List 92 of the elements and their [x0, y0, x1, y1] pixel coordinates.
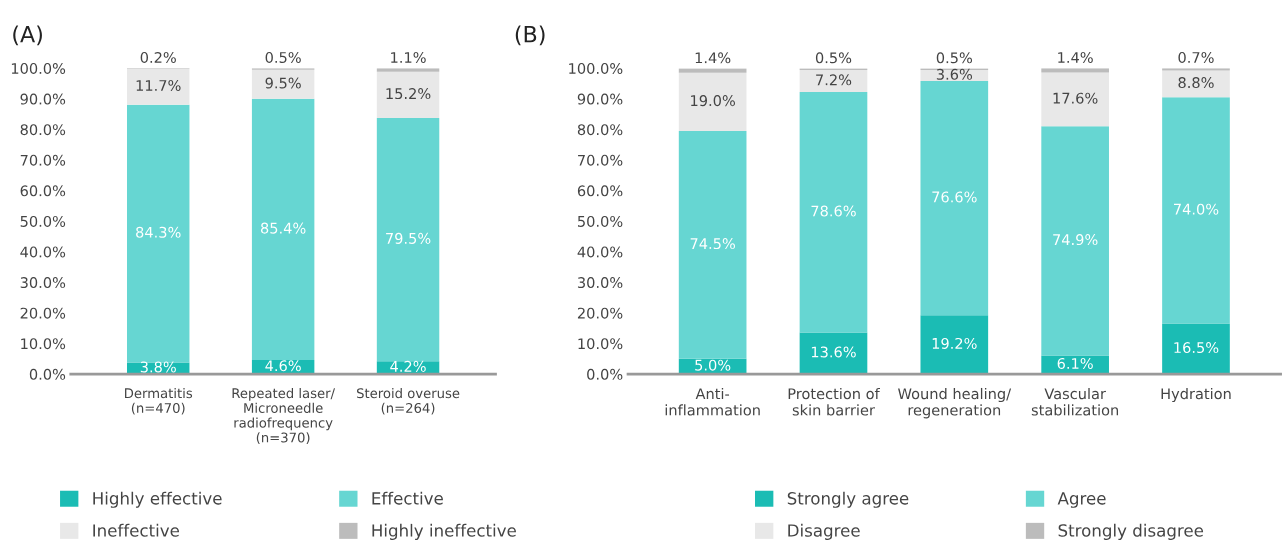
- y-tick-label: 90.0%: [577, 93, 623, 105]
- data-label: 19.2%: [932, 337, 977, 349]
- y-tick-label: 70.0%: [20, 154, 66, 166]
- data-label: 4.2%: [390, 360, 426, 372]
- data-label: 4.6%: [265, 360, 301, 372]
- legend-label: Effective: [372, 491, 443, 505]
- data-label: 74.9%: [1053, 234, 1098, 246]
- bar: [1162, 70, 1230, 98]
- bar: [251, 98, 315, 360]
- bar: [799, 332, 868, 375]
- y-tick-label: 90.0%: [20, 93, 66, 105]
- bar: [1041, 126, 1109, 356]
- data-label: 78.6%: [811, 205, 856, 217]
- legend-label: Ineffective: [93, 523, 179, 537]
- y-tick-label: 40.0%: [20, 246, 66, 258]
- x-tick-label: Repeated laser/ Microneedle radiofrequency (n=370): [232, 387, 336, 445]
- y-tick-label: 100.0%: [11, 62, 66, 75]
- x-tick-label: Hydration: [1161, 387, 1231, 403]
- legend-label: Highly effective: [93, 491, 222, 508]
- y-tick-label: 20.0%: [20, 307, 66, 319]
- y-tick-label: 0.0%: [29, 368, 66, 380]
- data-label: 19.0%: [691, 95, 735, 107]
- data-label: 17.6%: [1053, 92, 1098, 104]
- x-tick-label: Wound healing/ regeneration: [898, 387, 1012, 419]
- bar: [1162, 97, 1230, 324]
- data-label: 0.5%: [936, 52, 973, 64]
- data-label: 0.5%: [265, 51, 301, 63]
- y-tick-label: 10.0%: [578, 338, 623, 350]
- data-label: 11.7%: [136, 79, 181, 91]
- x-tick-label: Anti- inflammation: [665, 387, 760, 416]
- chart-title: (B): [515, 25, 545, 46]
- bar: [1162, 323, 1230, 375]
- y-tick-label: 50.0%: [20, 215, 66, 227]
- y-tick-label: 100.0%: [569, 62, 623, 75]
- y-tick-label: 30.0%: [20, 277, 66, 289]
- data-label: 3.6%: [936, 68, 973, 80]
- y-tick-label: 70.0%: [578, 154, 623, 166]
- data-label: 85.4%: [260, 222, 306, 234]
- data-label: 13.6%: [811, 346, 856, 358]
- x-tick-label: Protection of skin barrier: [788, 387, 880, 416]
- data-label: 74.0%: [1174, 203, 1219, 215]
- data-label: 15.2%: [386, 88, 431, 100]
- data-label: 9.5%: [265, 77, 301, 89]
- x-tick-label: Steroid overuse (n=264): [356, 387, 460, 415]
- data-label: 76.6%: [932, 191, 977, 203]
- y-tick-label: 60.0%: [20, 185, 66, 197]
- chart-title: (A): [13, 25, 42, 46]
- data-label: 1.4%: [1058, 51, 1093, 63]
- y-tick-label: 80.0%: [20, 124, 66, 136]
- data-label: 84.3%: [136, 226, 181, 238]
- data-label: 7.2%: [816, 74, 852, 86]
- y-tick-label: 10.0%: [21, 338, 66, 350]
- legend-label: Disagree: [788, 523, 860, 540]
- bar: [920, 315, 989, 375]
- data-label: 16.5%: [1174, 342, 1219, 354]
- bar: [799, 70, 868, 93]
- data-label: 8.8%: [1178, 77, 1214, 89]
- y-tick-label: 60.0%: [577, 185, 623, 197]
- bar: [678, 68, 747, 73]
- legend-label: Agree: [1057, 492, 1106, 508]
- y-tick-label: 20.0%: [577, 307, 623, 319]
- data-label: 1.1%: [391, 51, 426, 63]
- bar: [376, 118, 440, 362]
- data-label: 0.2%: [140, 51, 176, 63]
- bar: [1041, 68, 1109, 73]
- data-label: 5.0%: [695, 359, 731, 371]
- x-tick-label: Vascular stabilization: [1031, 387, 1118, 416]
- bar: [251, 69, 315, 99]
- data-label: 0.5%: [815, 52, 852, 64]
- data-label: 3.8%: [140, 361, 176, 373]
- bar: [678, 72, 747, 131]
- data-label: 79.5%: [386, 232, 431, 244]
- y-tick-label: 30.0%: [577, 277, 623, 289]
- bar: [127, 68, 190, 105]
- bar: [799, 92, 868, 333]
- x-tick-label: Dermatitis (n=470): [125, 387, 193, 415]
- legend-label: Strongly disagree: [1058, 523, 1204, 540]
- bar: [127, 104, 190, 363]
- y-tick-label: 50.0%: [577, 215, 623, 227]
- bar: [678, 130, 747, 359]
- y-tick-label: 80.0%: [577, 124, 623, 136]
- data-label: 1.4%: [695, 52, 731, 64]
- bar: [1041, 72, 1109, 127]
- bar: [376, 71, 440, 119]
- y-tick-label: 40.0%: [577, 246, 623, 258]
- legend-label: Highly ineffective: [372, 523, 516, 540]
- y-tick-label: 0.0%: [587, 368, 623, 380]
- data-label: 6.1%: [1057, 357, 1093, 369]
- bar: [920, 81, 989, 316]
- legend-label: Strongly agree: [787, 491, 909, 508]
- data-label: 74.5%: [690, 238, 735, 250]
- data-label: 0.7%: [1178, 51, 1214, 63]
